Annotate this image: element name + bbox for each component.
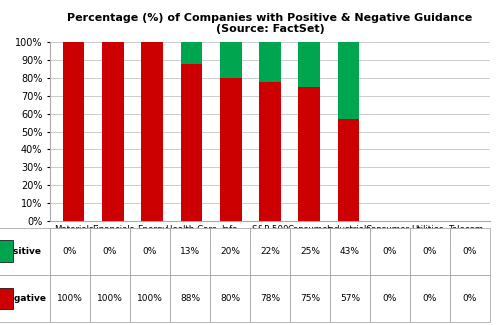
Bar bbox=[220, 42, 242, 78]
Bar bbox=[142, 42, 163, 221]
Bar bbox=[102, 42, 124, 221]
Bar bbox=[259, 42, 281, 82]
Bar bbox=[338, 119, 359, 221]
Bar bbox=[298, 87, 320, 221]
Bar bbox=[338, 42, 359, 119]
Text: (Source: FactSet): (Source: FactSet) bbox=[216, 24, 324, 33]
Bar bbox=[298, 42, 320, 87]
Bar bbox=[63, 42, 84, 221]
Bar bbox=[220, 78, 242, 221]
Text: Percentage (%) of Companies with Positive & Negative Guidance: Percentage (%) of Companies with Positiv… bbox=[68, 13, 472, 23]
Bar bbox=[180, 64, 202, 221]
Bar bbox=[180, 40, 202, 64]
Bar bbox=[259, 82, 281, 221]
